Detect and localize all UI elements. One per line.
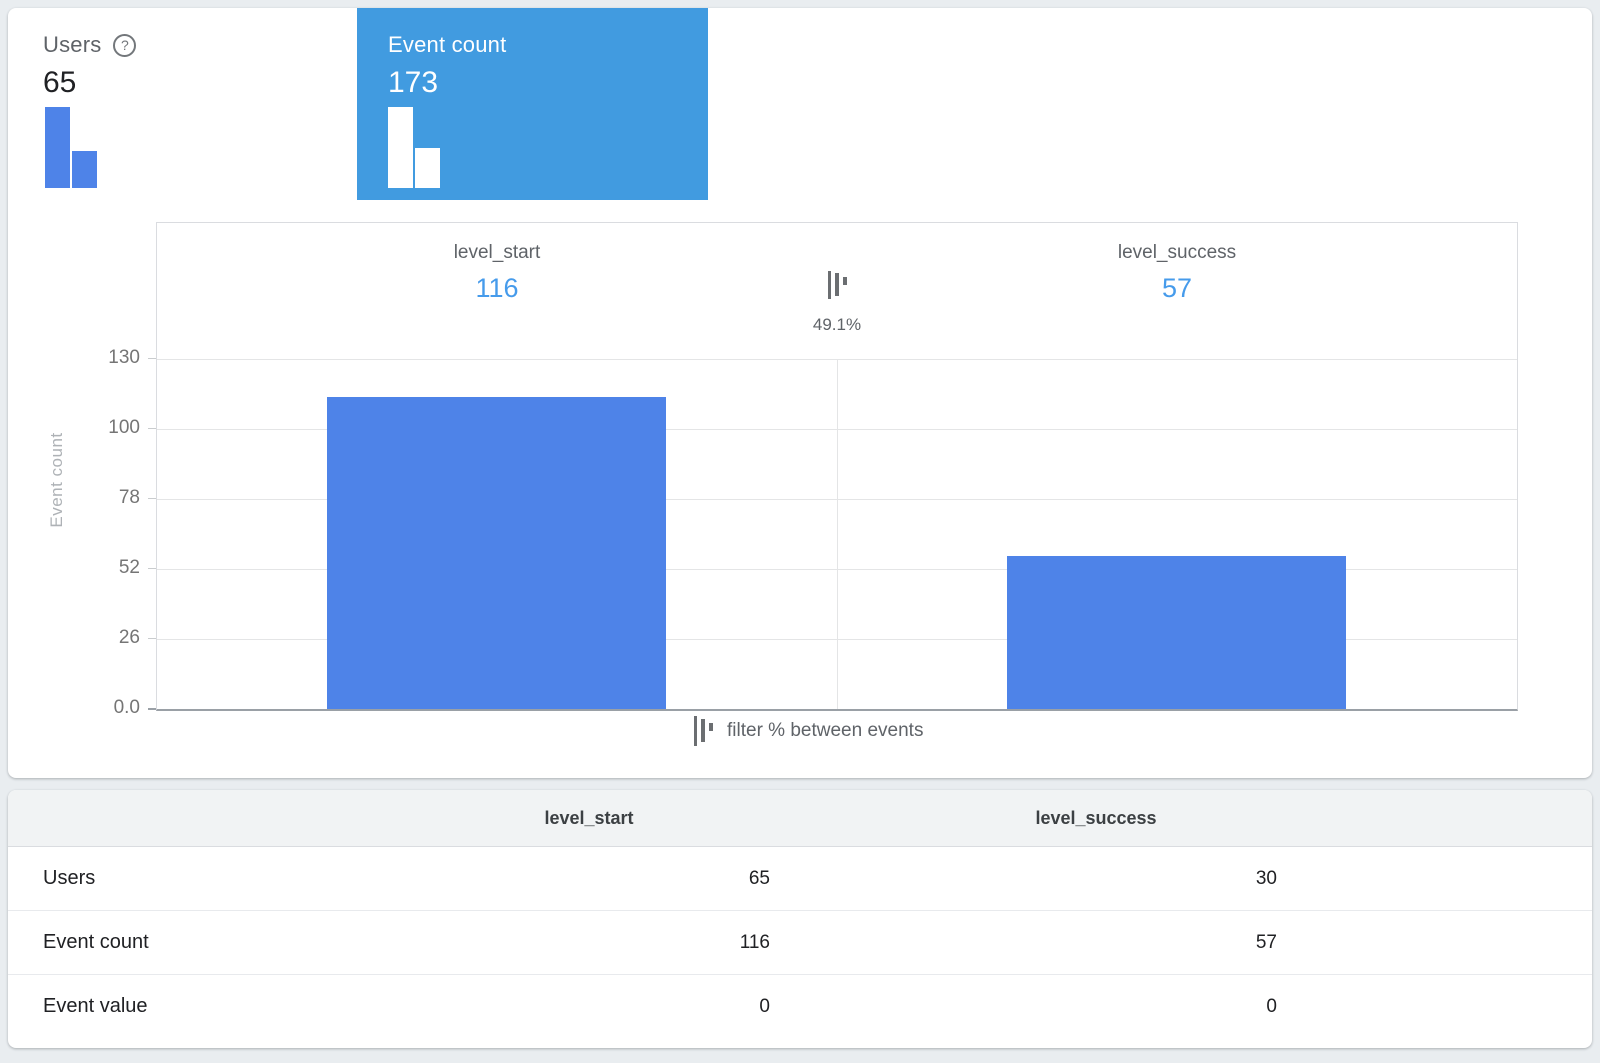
y-tick-mark bbox=[148, 498, 156, 499]
chart-bar-level-start[interactable] bbox=[327, 397, 666, 709]
table-header-row: level_start level_success bbox=[8, 790, 1592, 847]
category-value: 116 bbox=[475, 273, 519, 303]
chart-panel: level_start 116 level_success 57 49.1% bbox=[156, 222, 1518, 711]
cell-value: 116 bbox=[739, 931, 770, 953]
y-tick-label: 130 bbox=[108, 347, 140, 368]
row-label: Event count bbox=[43, 931, 149, 953]
mini-bar bbox=[45, 107, 70, 188]
legend-label: filter % between events bbox=[727, 720, 924, 741]
metric-card-users[interactable]: Users ? 65 bbox=[8, 8, 357, 200]
filter-percent-value: 49.1% bbox=[812, 315, 862, 334]
y-tick-mark bbox=[148, 708, 156, 710]
events-comparison-card: Users ? 65 Event count 173 Event count 1… bbox=[8, 8, 1592, 778]
table-row-users: Users 65 30 bbox=[8, 847, 1592, 911]
cell-value: 30 bbox=[1255, 867, 1277, 889]
filter-percent-indicator: 49.1% bbox=[737, 271, 937, 335]
metric-label-event-count: Event count bbox=[388, 32, 507, 57]
category-value: 57 bbox=[1161, 273, 1193, 303]
row-label: Users bbox=[43, 867, 96, 889]
chart-legend: filter % between events bbox=[694, 716, 923, 746]
mini-bar-chart-event-count bbox=[388, 107, 440, 188]
y-tick-mark bbox=[148, 358, 156, 359]
mini-bar bbox=[415, 148, 440, 188]
y-tick-label: 100 bbox=[108, 417, 140, 438]
mini-bar bbox=[72, 151, 97, 188]
column-divider-gridline bbox=[837, 359, 838, 709]
metric-title-row: Users ? bbox=[43, 32, 357, 58]
filter-icon bbox=[694, 716, 713, 746]
y-tick-label: 52 bbox=[118, 557, 140, 578]
help-icon[interactable]: ? bbox=[113, 33, 137, 57]
chart-bar-level-success[interactable] bbox=[1007, 556, 1346, 709]
category-header-level-start: level_start 116 bbox=[157, 223, 837, 304]
y-tick-label: 78 bbox=[118, 487, 140, 508]
filter-percent-icon bbox=[827, 271, 847, 299]
y-tick-mark bbox=[148, 568, 156, 569]
table-header-level-start: level_start bbox=[544, 807, 634, 828]
cell-value: 57 bbox=[1255, 931, 1277, 953]
y-axis-title: Event count bbox=[47, 432, 66, 528]
cell-value: 0 bbox=[759, 995, 770, 1017]
table-row-event-count: Event count 116 57 bbox=[8, 911, 1592, 975]
table-row-event-value: Event value 0 0 bbox=[8, 975, 1592, 1038]
cell-value: 0 bbox=[1266, 995, 1277, 1017]
metric-card-event-count[interactable]: Event count 173 bbox=[357, 8, 708, 200]
metric-title-row: Event count bbox=[388, 32, 708, 58]
table-header-level-success: level_success bbox=[1035, 807, 1157, 828]
category-header-level-success: level_success 57 bbox=[837, 223, 1517, 304]
y-tick-mark bbox=[148, 638, 156, 639]
row-label: Event value bbox=[43, 995, 148, 1017]
y-tick-label: 26 bbox=[118, 627, 140, 648]
y-tick-mark bbox=[148, 428, 156, 429]
events-table-card: level_start level_success Users 65 30 Ev… bbox=[8, 790, 1592, 1048]
metric-label-users: Users bbox=[43, 32, 102, 57]
mini-bar-chart-users bbox=[45, 107, 97, 188]
cell-value: 65 bbox=[748, 867, 770, 889]
category-label: level_success bbox=[1117, 242, 1237, 263]
y-tick-label: 0.0 bbox=[113, 697, 140, 718]
category-label: level_start bbox=[453, 242, 541, 263]
mini-bar bbox=[388, 107, 413, 188]
metric-value-event-count: 173 bbox=[388, 66, 439, 99]
metric-value-users: 65 bbox=[43, 66, 77, 99]
